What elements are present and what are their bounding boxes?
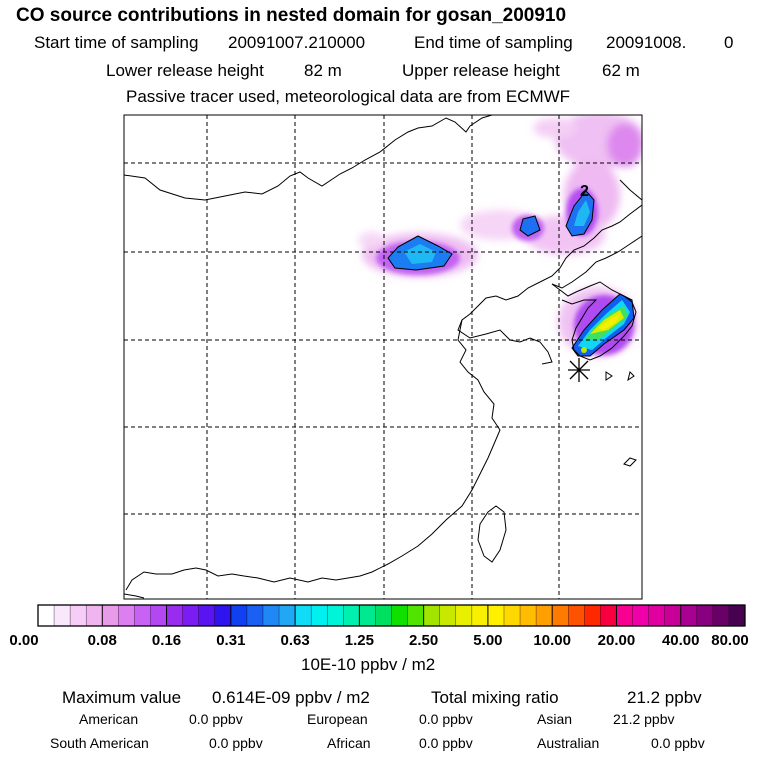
max-value: 0.614E-09 ppbv / m2 (212, 688, 370, 707)
colorbar-swatch (198, 605, 216, 626)
plume-core-shading (387, 190, 595, 271)
colorbar-swatch (487, 605, 505, 626)
colorbar-swatch (375, 605, 392, 626)
colorbar-swatch (86, 605, 103, 626)
colorbar-tick-label: 5.00 (473, 632, 503, 649)
colorbar-swatch (38, 605, 55, 626)
colorbar-swatch (520, 605, 537, 626)
colorbar-swatch (54, 605, 71, 626)
end-time-suffix: 0 (724, 33, 734, 52)
colorbar-swatch (584, 605, 601, 626)
colorbar-tick-label: 0.08 (87, 632, 117, 649)
colorbar-swatch (311, 605, 328, 626)
map-area: 2 (124, 115, 642, 599)
start-time-label: Start time of sampling (34, 33, 199, 52)
colorbar-frame (37, 604, 746, 627)
upper-release-label: Upper release height (402, 61, 560, 80)
colorbar-swatch (423, 605, 441, 626)
colorbar-swatch (439, 605, 457, 626)
region-value: 0.0 ppbv (651, 735, 705, 751)
colorbar-tick-label: 2.50 (409, 632, 439, 649)
colorbar-tick-label: 0.63 (280, 632, 310, 649)
region-name: African (327, 735, 371, 751)
upper-release-value: 62 m (602, 61, 640, 80)
total-mixing-value: 21.2 ppbv (627, 688, 702, 707)
receptor-asterisk-icon (568, 358, 590, 382)
colorbar-swatch (230, 605, 248, 626)
colorbar-swatch (118, 605, 135, 626)
coastline (124, 115, 642, 599)
colorbar-swatch (552, 605, 569, 626)
colorbar-swatch (246, 605, 264, 626)
colorbar-swatch (407, 605, 425, 626)
region-value: 21.2 ppbv (613, 711, 675, 727)
region-value: 0.0 ppbv (419, 735, 473, 751)
lower-release-value: 82 m (304, 61, 342, 80)
colorbar-swatch (150, 605, 168, 626)
start-time-value: 20091007.210000 (228, 33, 366, 52)
map-frame (123, 114, 643, 600)
colorbar-swatch (471, 605, 489, 626)
contour-label: 2 (580, 183, 589, 200)
lower-release-label: Lower release height (106, 61, 264, 80)
colorbar-swatch (632, 605, 650, 626)
plot-title: CO source contributions in nested domain… (16, 5, 567, 26)
tracer-note: Passive tracer used, meteorological data… (126, 87, 571, 106)
colorbar-swatch (166, 605, 184, 626)
colorbar-swatch (295, 605, 312, 626)
colorbar-units: 10E-10 ppbv / m2 (301, 655, 436, 674)
colorbar-swatch (262, 605, 280, 626)
region-name: European (307, 711, 368, 727)
colorbar-swatch (214, 605, 232, 626)
colorbar-tick-label: 1.25 (344, 632, 374, 649)
colorbar-tick-label: 0.31 (216, 632, 246, 649)
colorbar-swatch (503, 605, 521, 626)
colorbar-swatch (343, 605, 360, 626)
region-name: American (79, 711, 139, 727)
region-name: Asian (537, 711, 573, 727)
colorbar-swatch (616, 605, 634, 626)
colorbar-swatch (279, 605, 296, 626)
region-value: 0.0 ppbv (419, 711, 473, 727)
colorbar-tick-label: 10.00 (533, 632, 571, 649)
region-value: 0.0 ppbv (189, 711, 243, 727)
colorbar-tick-label: 80.00 (711, 632, 749, 649)
colorbar-swatch (712, 605, 730, 626)
colorbar-swatch (664, 605, 682, 626)
colorbar-tick-label: 0.16 (151, 632, 182, 649)
colorbar-swatch (728, 605, 746, 626)
colorbar-swatch (648, 605, 666, 626)
colorbar-tick-label: 40.00 (661, 632, 700, 649)
end-time-label: End time of sampling (414, 33, 573, 52)
total-mixing-label: Total mixing ratio (431, 688, 559, 707)
colorbar-swatch (696, 605, 714, 626)
colorbar-swatch (600, 605, 617, 626)
region-name: South American (50, 735, 149, 751)
colorbar-swatch (680, 605, 698, 626)
colorbar-swatch (70, 605, 87, 626)
colorbar-swatch (536, 605, 553, 626)
lat-lon-grid (124, 115, 642, 599)
region-name: Australian (537, 735, 600, 751)
colorbar-swatch (359, 605, 376, 626)
region-value: 0.0 ppbv (209, 735, 263, 751)
colorbar-swatch (134, 605, 151, 626)
colorbar-swatch (182, 605, 200, 626)
colorbar-swatch (327, 605, 344, 626)
colorbar-swatch (455, 605, 473, 626)
colorbar-swatch (102, 605, 119, 626)
colorbar-swatch (391, 605, 409, 626)
max-value-label: Maximum value (62, 688, 182, 707)
end-time-value: 20091008. (606, 33, 687, 52)
colorbar (37, 604, 746, 627)
colorbar-tick-label: 20.00 (597, 632, 636, 649)
colorbar-swatch (568, 605, 585, 626)
colorbar-tick-label: 0.00 (9, 632, 39, 649)
